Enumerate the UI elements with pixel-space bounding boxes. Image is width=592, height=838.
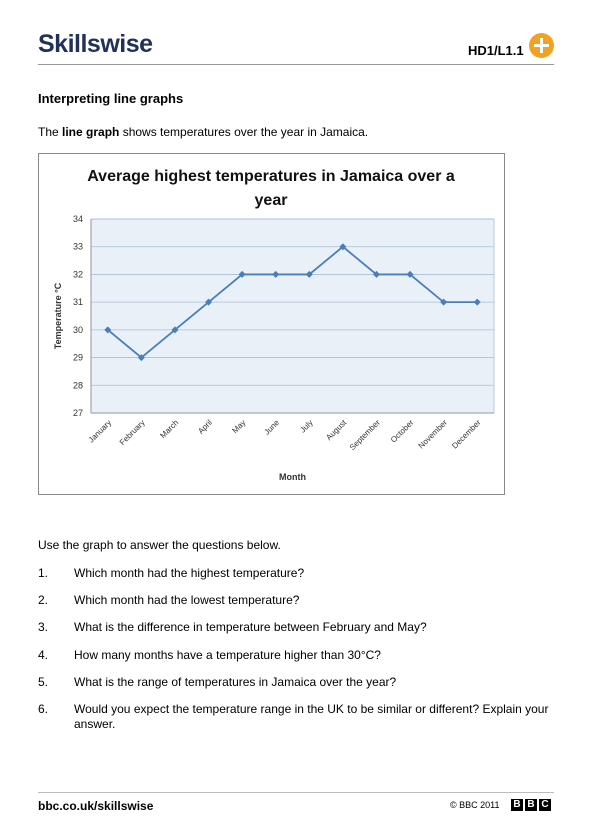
- y-tick-label: 28: [73, 380, 83, 390]
- x-tick-label: May: [230, 418, 247, 435]
- data-point: [137, 354, 145, 362]
- x-tick-label: March: [158, 418, 180, 440]
- x-tick-label: April: [196, 418, 214, 436]
- y-axis-title: Temperature °C: [53, 282, 63, 349]
- data-point: [406, 270, 414, 278]
- question-text: Which month had the lowest temperature?: [74, 593, 300, 607]
- level-code: HD1/L1.1: [468, 43, 524, 58]
- lead-text: Use the graph to answer the questions be…: [38, 538, 281, 552]
- data-point: [272, 270, 280, 278]
- question-number: 6.: [38, 702, 49, 716]
- data-point: [305, 270, 313, 278]
- data-point: [104, 326, 112, 334]
- x-tick-label: February: [118, 418, 147, 447]
- intro-text: shows temperatures over the year in Jama…: [119, 125, 369, 139]
- question-number: 3.: [38, 620, 49, 634]
- data-point: [238, 270, 246, 278]
- y-tick-label: 30: [73, 325, 83, 335]
- y-tick-label: 32: [73, 269, 83, 279]
- x-tick-label: June: [262, 418, 281, 437]
- x-tick-label: October: [389, 418, 416, 445]
- y-tick-label: 29: [73, 353, 83, 363]
- data-line: [107, 245, 478, 359]
- footer-rule: [38, 792, 554, 793]
- bbc-block: B: [525, 799, 537, 811]
- data-point: [440, 298, 448, 306]
- data-point: [205, 298, 213, 306]
- y-tick-label: 33: [73, 242, 83, 252]
- question-number: 2.: [38, 593, 49, 607]
- question-text: Would you expect the temperature range i…: [74, 702, 549, 731]
- x-axis-title: Month: [279, 472, 306, 482]
- bbc-block: B: [511, 799, 523, 811]
- x-tick-label: August: [324, 418, 349, 443]
- question-number: 1.: [38, 566, 49, 580]
- data-point: [339, 243, 347, 251]
- question-text: What is the range of temperatures in Jam…: [74, 675, 397, 689]
- plus-icon: [529, 33, 554, 58]
- x-tick-label: July: [298, 418, 314, 434]
- bbc-block: C: [539, 799, 551, 811]
- footer-url: bbc.co.uk/skillswise: [38, 799, 154, 813]
- chart: 27 28 29 30 31 32 33 34 January February March Apri…: [53, 214, 495, 482]
- y-tick-label: 31: [73, 297, 83, 307]
- chart-title: Average highest temperatures in Jamaica …: [87, 168, 455, 209]
- heading: Interpreting line graphs: [38, 91, 184, 106]
- x-tick-label: September: [348, 418, 382, 452]
- question-text: How many months have a temperature highe…: [74, 648, 381, 662]
- x-tick-label: December: [450, 418, 483, 451]
- question-text: What is the difference in temperature be…: [74, 620, 427, 634]
- intro-bold: line graph: [62, 125, 120, 139]
- x-tick-label: November: [417, 418, 450, 451]
- x-tick-label: January: [87, 418, 113, 444]
- question-number: 5.: [38, 675, 49, 689]
- logo: Skillswise: [38, 30, 153, 58]
- plot-area: [90, 218, 495, 414]
- data-point: [473, 298, 481, 306]
- chart-frame: [38, 153, 505, 495]
- intro-text: The: [38, 125, 63, 139]
- y-tick-label: 27: [73, 408, 83, 418]
- question-text: Which month had the highest temperature?: [74, 566, 305, 580]
- data-point: [171, 326, 179, 334]
- question-number: 4.: [38, 648, 49, 662]
- copyright: © BBC 2011: [450, 800, 500, 810]
- intro: The line graph shows temperatures over t…: [38, 125, 368, 139]
- y-tick-label: 34: [73, 214, 83, 224]
- header-rule: [38, 64, 554, 65]
- data-point: [372, 270, 380, 278]
